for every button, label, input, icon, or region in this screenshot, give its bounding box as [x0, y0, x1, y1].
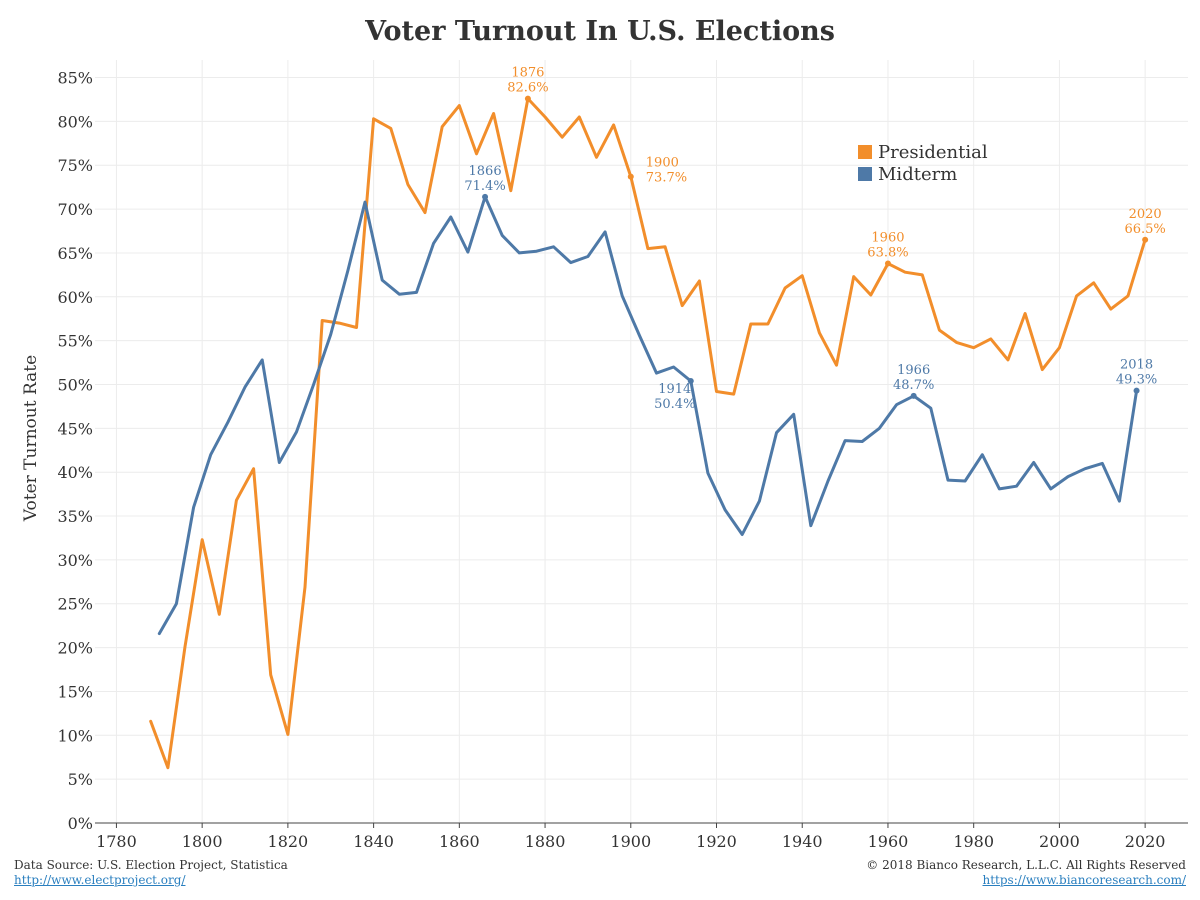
footer-copyright: © 2018 Bianco Research, L.L.C. All Right…: [866, 858, 1186, 888]
annotation-year-2020: 2020: [1129, 207, 1162, 222]
annotation-value-1900: 73.7%: [646, 171, 687, 186]
y-tick-label: 35%: [57, 507, 93, 526]
y-tick-label: 45%: [57, 419, 93, 438]
annotation-year-1866: 1866: [469, 164, 502, 179]
annotation-dot-1866: [482, 193, 489, 200]
y-tick-label: 25%: [57, 595, 93, 614]
y-tick-label: 60%: [57, 288, 93, 307]
y-tick-label: 50%: [57, 375, 93, 394]
axes: 1780 1800 1820 1840 1860 1880 1900 1920 1940 1960…: [57, 69, 1188, 851]
legend-swatch-midterm: [858, 167, 872, 181]
x-tick-label: 2000: [1039, 832, 1080, 851]
annotation-year-1876: 1876: [511, 66, 544, 81]
source-link[interactable]: http://www.electproject.org/: [14, 873, 186, 887]
annotation-dot-1966: [910, 392, 917, 399]
y-tick-label: 40%: [57, 463, 93, 482]
annotation-year-1914: 1914: [658, 382, 691, 397]
annotation-value-2020: 66.5%: [1124, 222, 1165, 237]
annotation-value-1866: 71.4%: [464, 179, 505, 194]
y-tick-label: 5%: [68, 770, 93, 789]
x-tick-label: 1840: [353, 832, 394, 851]
y-tick-label: 30%: [57, 551, 93, 570]
y-axis-label: Voter Turnout Rate: [21, 355, 41, 522]
legend-label-presidential: Presidential: [878, 142, 988, 163]
annotation-value-1914: 50.4%: [654, 397, 695, 412]
source-text: Data Source: U.S. Election Project, Stat…: [14, 858, 288, 872]
x-tick-label: 1960: [868, 832, 909, 851]
y-tick-label: 65%: [57, 244, 93, 263]
series-lines: [149, 97, 1147, 770]
annotation-year-1966: 1966: [897, 363, 930, 378]
legend-swatch-presidential: [858, 145, 872, 159]
y-tick-label: 75%: [57, 156, 93, 175]
y-tick-label: 20%: [57, 639, 93, 658]
series-line-midterm: [157, 195, 1139, 636]
annotation-dot-2018: [1133, 387, 1140, 394]
grid-lines: [95, 60, 1188, 824]
annotation-year-1900: 1900: [646, 156, 679, 171]
y-tick-label: 10%: [57, 726, 93, 745]
footer-source: Data Source: U.S. Election Project, Stat…: [14, 858, 288, 888]
y-tick-label: 80%: [57, 112, 93, 131]
x-tick-label: 1880: [525, 832, 566, 851]
copyright-link[interactable]: https://www.biancoresearch.com/: [982, 873, 1186, 887]
x-tick-label: 1780: [96, 832, 137, 851]
annotation-dot-2020: [1142, 236, 1149, 243]
annotation-value-2018: 49.3%: [1116, 373, 1157, 388]
x-tick-label: 1800: [182, 832, 223, 851]
x-tick-label: 1920: [696, 832, 737, 851]
annotation-dot-1914: [687, 377, 694, 384]
annotation-value-1876: 82.6%: [507, 81, 548, 96]
x-tick-label: 1900: [610, 832, 651, 851]
annotation-value-1966: 48.7%: [893, 378, 934, 393]
y-tick-label: 55%: [57, 332, 93, 351]
annotation-dot-1960: [884, 260, 891, 267]
y-tick-label: 70%: [57, 200, 93, 219]
series-line-presidential: [149, 97, 1147, 770]
annotation-dot-1900: [627, 173, 634, 180]
y-tick-label: 0%: [68, 814, 93, 833]
y-tick-label: 15%: [57, 682, 93, 701]
x-tick-label: 1820: [268, 832, 309, 851]
annotation-year-2018: 2018: [1120, 358, 1153, 373]
annotation-dot-1876: [524, 95, 531, 102]
x-tick-label: 1860: [439, 832, 480, 851]
x-tick-label: 2020: [1125, 832, 1166, 851]
legend-label-midterm: Midterm: [878, 164, 957, 185]
x-tick-label: 1980: [953, 832, 994, 851]
annotation-year-1960: 1960: [871, 230, 904, 245]
y-tick-label: 85%: [57, 69, 93, 88]
chart-title: Voter Turnout In U.S. Elections: [365, 16, 835, 47]
annotation-value-1960: 63.8%: [867, 245, 908, 260]
x-tick-label: 1940: [782, 832, 823, 851]
copyright-text: © 2018 Bianco Research, L.L.C. All Right…: [866, 858, 1186, 872]
